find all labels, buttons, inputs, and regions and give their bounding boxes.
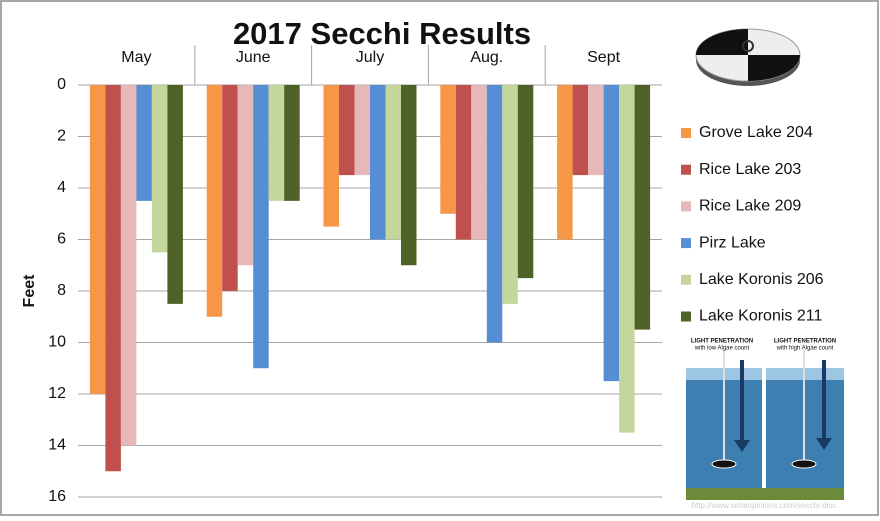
bar [635, 85, 651, 330]
bar [471, 85, 487, 240]
bar [456, 85, 472, 240]
bar [487, 85, 503, 343]
bar [136, 85, 152, 201]
bar [557, 85, 573, 240]
y-tick-label: 12 [48, 385, 66, 402]
bar [105, 85, 121, 471]
legend-swatch [681, 128, 691, 138]
bar [339, 85, 355, 175]
legend-label: Lake Koronis 206 [699, 271, 824, 288]
legend-swatch [681, 201, 691, 211]
secchi-disc-image [696, 29, 800, 86]
x-tick-label: May [121, 49, 151, 66]
bar [121, 85, 136, 446]
x-tick-label: June [236, 49, 271, 66]
legend-label: Grove Lake 204 [699, 124, 813, 141]
legend-label: Rice Lake 203 [699, 161, 801, 178]
bar [440, 85, 456, 214]
legend-label: Pirz Lake [699, 234, 766, 251]
chart-title: 2017 Secchi Results [233, 16, 531, 51]
legend-swatch [681, 165, 691, 175]
illustration-text: LIGHT PENETRATION [691, 339, 753, 345]
bar [604, 85, 620, 381]
bar [619, 85, 635, 433]
watermark: http://www.writeopinions.com/secchi-disc [692, 501, 837, 510]
bar [269, 85, 285, 201]
legend-swatch [681, 238, 691, 248]
bar [207, 85, 223, 317]
illustration-text: with low Algae count [694, 346, 750, 352]
legend-label: Rice Lake 209 [699, 198, 801, 215]
bar [90, 85, 106, 394]
bar [324, 85, 340, 227]
legend-label: Lake Koronis 211 [699, 308, 822, 325]
y-tick-label: 8 [57, 282, 66, 299]
legend-swatch [681, 275, 691, 285]
bar [386, 85, 402, 240]
bar [518, 85, 534, 278]
legend-swatch [681, 312, 691, 322]
y-axis-label: Feet [21, 274, 38, 308]
y-tick-label: 10 [48, 334, 66, 351]
bar [253, 85, 269, 368]
bar [284, 85, 300, 201]
x-tick-label: July [356, 49, 384, 66]
illustration-text: LIGHT PENETRATION [774, 339, 836, 345]
x-tick-label: Aug. [470, 49, 503, 66]
bar [222, 85, 238, 291]
y-tick-label: 2 [57, 128, 66, 145]
y-tick-label: 16 [48, 488, 66, 505]
bar [588, 85, 604, 175]
bar [238, 85, 254, 265]
y-tick-label: 0 [57, 76, 66, 93]
x-tick-label: Sept [587, 49, 620, 66]
bar [502, 85, 518, 304]
illustration-text: with high Algae count [776, 346, 834, 352]
bar [152, 85, 168, 252]
bar [167, 85, 183, 304]
bar [370, 85, 386, 240]
y-tick-label: 14 [48, 437, 66, 454]
bar [401, 85, 417, 265]
y-tick-label: 4 [57, 179, 66, 196]
y-tick-label: 6 [57, 231, 66, 248]
chart: 2017 Secchi Results Feet LIGHT PENETRATI… [0, 0, 880, 516]
bar [573, 85, 589, 175]
bar [355, 85, 371, 175]
